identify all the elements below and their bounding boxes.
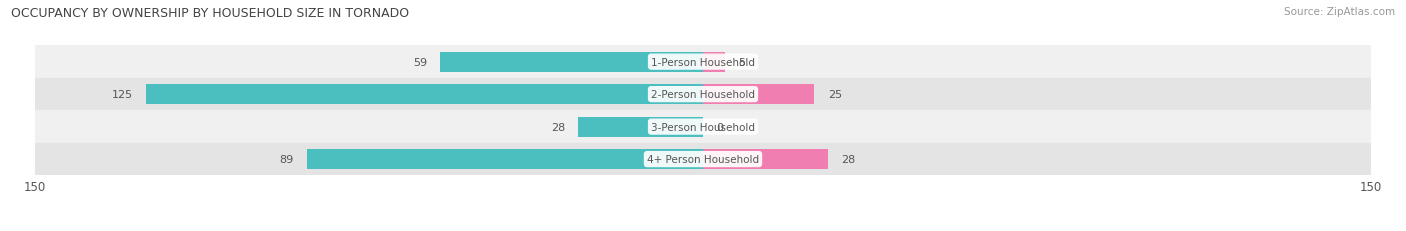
Text: OCCUPANCY BY OWNERSHIP BY HOUSEHOLD SIZE IN TORNADO: OCCUPANCY BY OWNERSHIP BY HOUSEHOLD SIZE… xyxy=(11,7,409,20)
Text: 1-Person Household: 1-Person Household xyxy=(651,57,755,67)
Text: 4+ Person Household: 4+ Person Household xyxy=(647,154,759,164)
Bar xyxy=(307,149,703,169)
Bar xyxy=(35,143,1371,176)
Bar xyxy=(146,85,703,105)
Bar xyxy=(703,52,725,72)
Text: 28: 28 xyxy=(551,122,565,132)
Bar xyxy=(703,149,828,169)
Bar xyxy=(578,117,703,137)
Bar xyxy=(35,46,1371,79)
Text: 5: 5 xyxy=(738,57,745,67)
Bar xyxy=(35,111,1371,143)
Text: Source: ZipAtlas.com: Source: ZipAtlas.com xyxy=(1284,7,1395,17)
Text: 125: 125 xyxy=(112,90,134,100)
Text: 25: 25 xyxy=(828,90,842,100)
Text: 89: 89 xyxy=(280,154,294,164)
Text: 0: 0 xyxy=(716,122,723,132)
Bar xyxy=(35,79,1371,111)
Text: 28: 28 xyxy=(841,154,855,164)
Legend: Owner-occupied, Renter-occupied: Owner-occupied, Renter-occupied xyxy=(576,228,830,231)
Text: 3-Person Household: 3-Person Household xyxy=(651,122,755,132)
Bar xyxy=(440,52,703,72)
Text: 59: 59 xyxy=(413,57,427,67)
Bar xyxy=(703,85,814,105)
Text: 2-Person Household: 2-Person Household xyxy=(651,90,755,100)
